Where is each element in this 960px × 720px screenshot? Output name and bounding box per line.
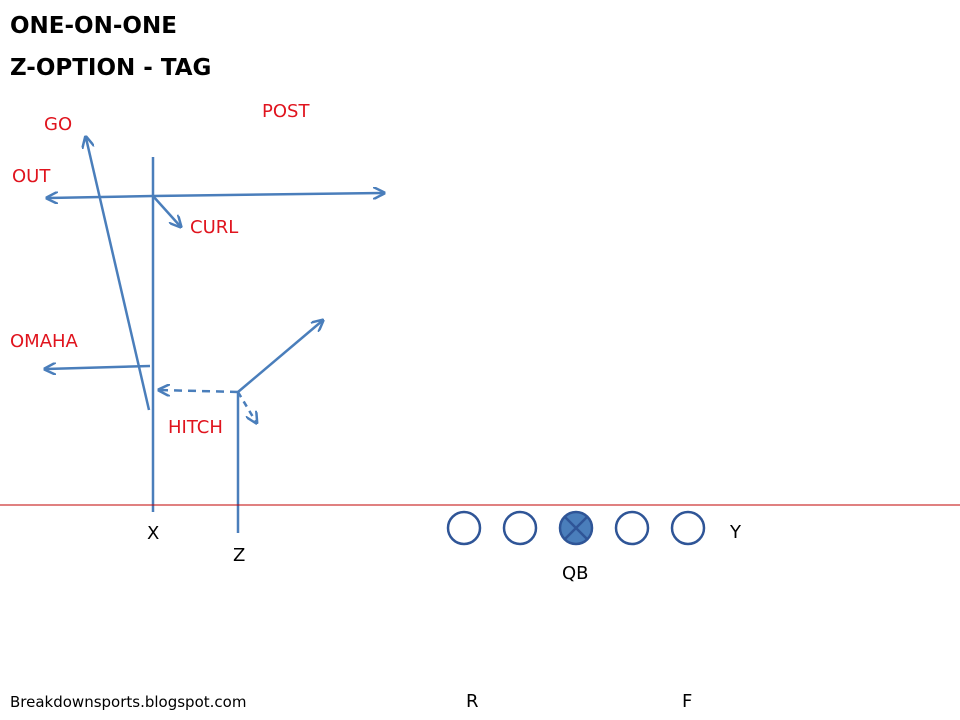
route-label: HITCH [168,417,223,438]
route-label: CURL [190,217,238,238]
title-line: Z-OPTION - TAG [10,55,211,81]
title-line: ONE-ON-ONE [10,13,177,39]
center-mark [564,516,588,540]
player-label: R [466,691,479,712]
player-label: QB [562,563,589,584]
lineman [446,510,482,546]
omaha-route [46,366,151,369]
player-label: F [682,691,692,712]
route-label: OMAHA [10,331,79,352]
curl-route [152,195,180,226]
lineman [502,510,538,546]
linemen [446,510,706,546]
lineman [670,510,706,546]
z-break [237,321,322,393]
player-label: Z [233,545,245,566]
post-route [152,193,383,196]
lineman [614,510,650,546]
player-label: Y [729,522,742,543]
footer: Breakdownsports.blogspot.com [10,693,246,711]
z-dashed [160,390,239,392]
hitch-route [236,391,256,422]
route-label: POST [262,101,310,122]
player-label: X [147,523,159,544]
route-label: OUT [12,166,51,187]
routes [46,138,383,533]
go-route [86,138,151,411]
route-label: GO [44,114,72,135]
